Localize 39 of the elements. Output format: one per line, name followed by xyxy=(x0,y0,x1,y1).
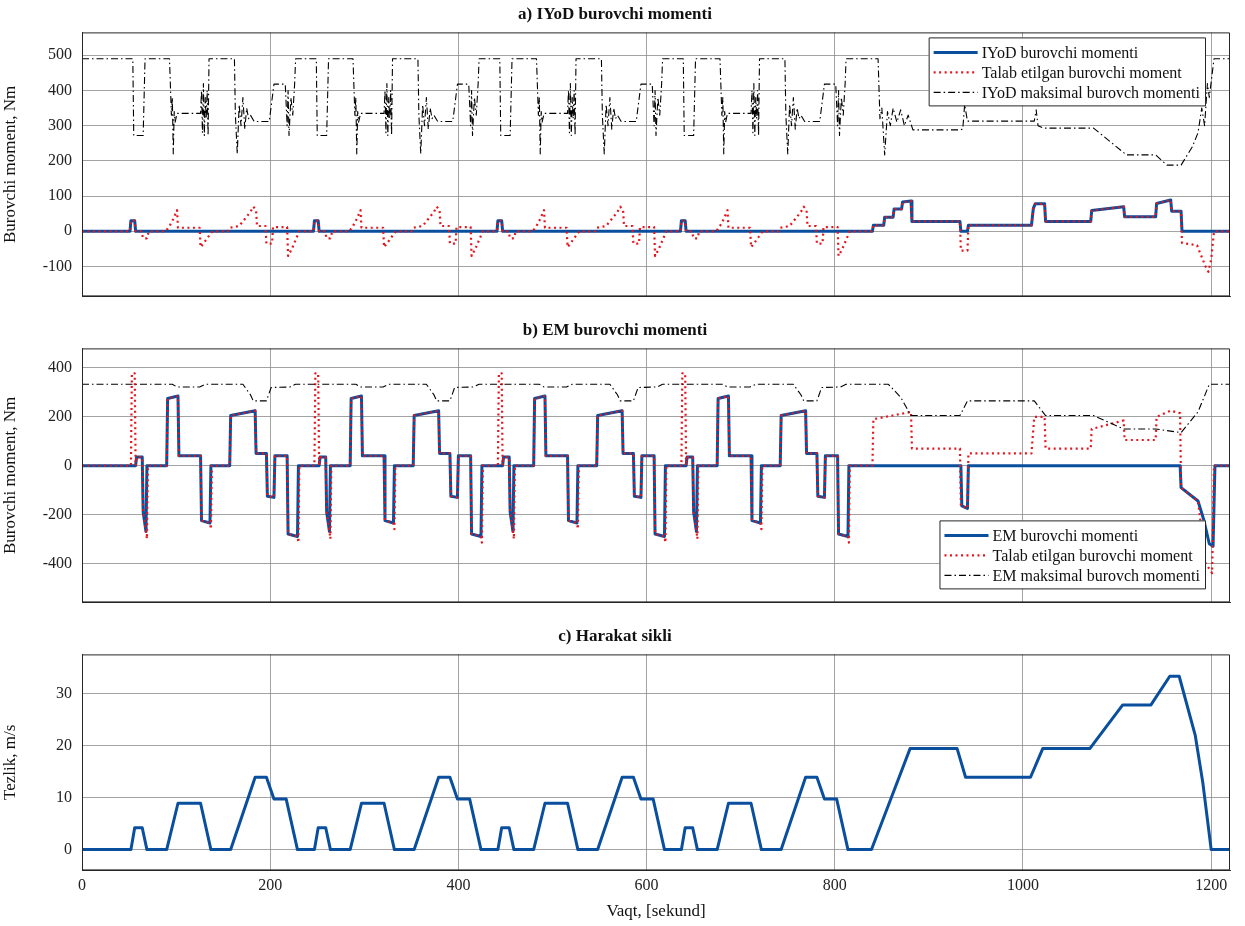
chart-title: a) IYoD burovchi momenti xyxy=(518,3,713,23)
x-tick-label: 800 xyxy=(822,876,847,894)
y-tick-label: 400 xyxy=(48,358,72,376)
chart-title: c) Harakat sikli xyxy=(558,625,672,645)
y-tick-label: -100 xyxy=(42,256,72,274)
line-series xyxy=(82,58,1230,166)
y-tick-label: 10 xyxy=(56,787,72,805)
line-series xyxy=(82,198,1230,273)
y-tick-label: 200 xyxy=(48,151,72,169)
y-axis-title: Burovchi moment, Nm xyxy=(0,396,19,555)
y-tick-label: 200 xyxy=(48,406,72,424)
x-tick-label: 1000 xyxy=(1006,876,1039,894)
x-axis-title: Vaqt, [sekund] xyxy=(606,901,706,921)
x-tick-label: 1200 xyxy=(1195,876,1228,894)
legend-label: IYoD burovchi momenti xyxy=(981,43,1139,61)
y-tick-label: 400 xyxy=(48,80,72,98)
x-tick-label: 400 xyxy=(446,876,471,894)
legend-label: Talab etilgan burovchi moment xyxy=(992,546,1194,565)
y-tick-label: 300 xyxy=(48,115,72,133)
legend-label: IYoD maksimal burovch momenti xyxy=(981,83,1201,101)
x-tick-label: 200 xyxy=(258,876,283,894)
y-tick-label: 500 xyxy=(48,45,72,63)
y-tick-label: -200 xyxy=(42,504,72,522)
y-axis-title: Tezlik, m/s xyxy=(0,724,19,801)
y-tick-label: -400 xyxy=(42,553,72,571)
y-tick-label: 0 xyxy=(64,839,72,857)
legend-label: EM burovchi momenti xyxy=(992,526,1139,544)
y-tick-label: 0 xyxy=(64,455,72,473)
y-tick-label: 20 xyxy=(56,735,72,753)
legend-label: Talab etilgan burovchi moment xyxy=(981,63,1183,82)
y-tick-label: 30 xyxy=(56,683,72,701)
x-tick-label: 0 xyxy=(78,876,86,894)
y-axis-title: Burovchi moment, Nm xyxy=(0,85,19,244)
line-series xyxy=(82,383,1230,434)
x-tick-label: 600 xyxy=(634,876,659,894)
legend-label: EM maksimal burovch momenti xyxy=(992,566,1201,584)
y-tick-label: 0 xyxy=(64,221,72,239)
y-tick-label: 100 xyxy=(48,186,72,204)
chart-title: b) EM burovchi momenti xyxy=(522,319,708,339)
